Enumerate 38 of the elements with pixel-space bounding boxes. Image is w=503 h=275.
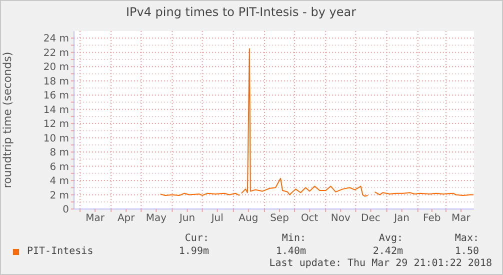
y-tick-label: 18 m xyxy=(43,76,69,88)
x-tick-label: Mar xyxy=(452,213,472,224)
text: Cur: xyxy=(184,233,209,244)
y-tick-label: 8 m xyxy=(50,148,69,159)
y-tick-label: 2 m xyxy=(50,190,69,202)
text: 1.40m xyxy=(276,246,306,257)
text: 2.42m xyxy=(372,246,403,257)
legend-label: PIT-Intesis xyxy=(26,246,94,257)
x-tick-label: Nov xyxy=(330,213,350,224)
text: Max: xyxy=(454,233,479,244)
y-tick-label: 24 m xyxy=(43,34,69,45)
x-tick-label: May xyxy=(146,213,167,224)
text: 1.99m xyxy=(178,246,209,257)
x-tick-label: Dec xyxy=(361,213,380,224)
y-tick-label: 20 m xyxy=(43,62,69,74)
y-axis-title: roundtrip time (seconds) xyxy=(0,52,14,188)
x-tick-label: Oct xyxy=(300,213,318,224)
x-tick-label: Aug xyxy=(238,213,258,224)
x-tick-label: Mar xyxy=(86,213,106,224)
text: Avg: xyxy=(378,233,403,244)
y-tick-label: 22 m xyxy=(43,48,69,59)
x-tick-label: Feb xyxy=(423,213,441,224)
chart-title: IPv4 ping times to PIT-Intesis - by year xyxy=(124,5,358,19)
text: Min: xyxy=(282,233,306,244)
x-tick-label: Apr xyxy=(117,213,136,224)
y-tick-label: 6 m xyxy=(50,162,69,173)
x-tick-label: Sep xyxy=(270,213,289,224)
x-tick-label: Jan xyxy=(393,213,410,224)
y-tick-label: 14 m xyxy=(43,104,69,116)
y-tick-label: 10 m xyxy=(43,133,69,144)
y-tick-label: 0 xyxy=(62,204,69,216)
y-tick-label: 12 m xyxy=(43,119,69,130)
text: 1.50 xyxy=(454,246,479,257)
y-tick-label: 16 m xyxy=(43,90,69,102)
x-tick-label: Jul xyxy=(210,213,224,224)
text: Last update: Thu Mar 29 21:01:22 2018 xyxy=(269,258,492,269)
y-tick-label: 4 m xyxy=(50,176,69,188)
x-tick-label: Jun xyxy=(178,213,196,224)
